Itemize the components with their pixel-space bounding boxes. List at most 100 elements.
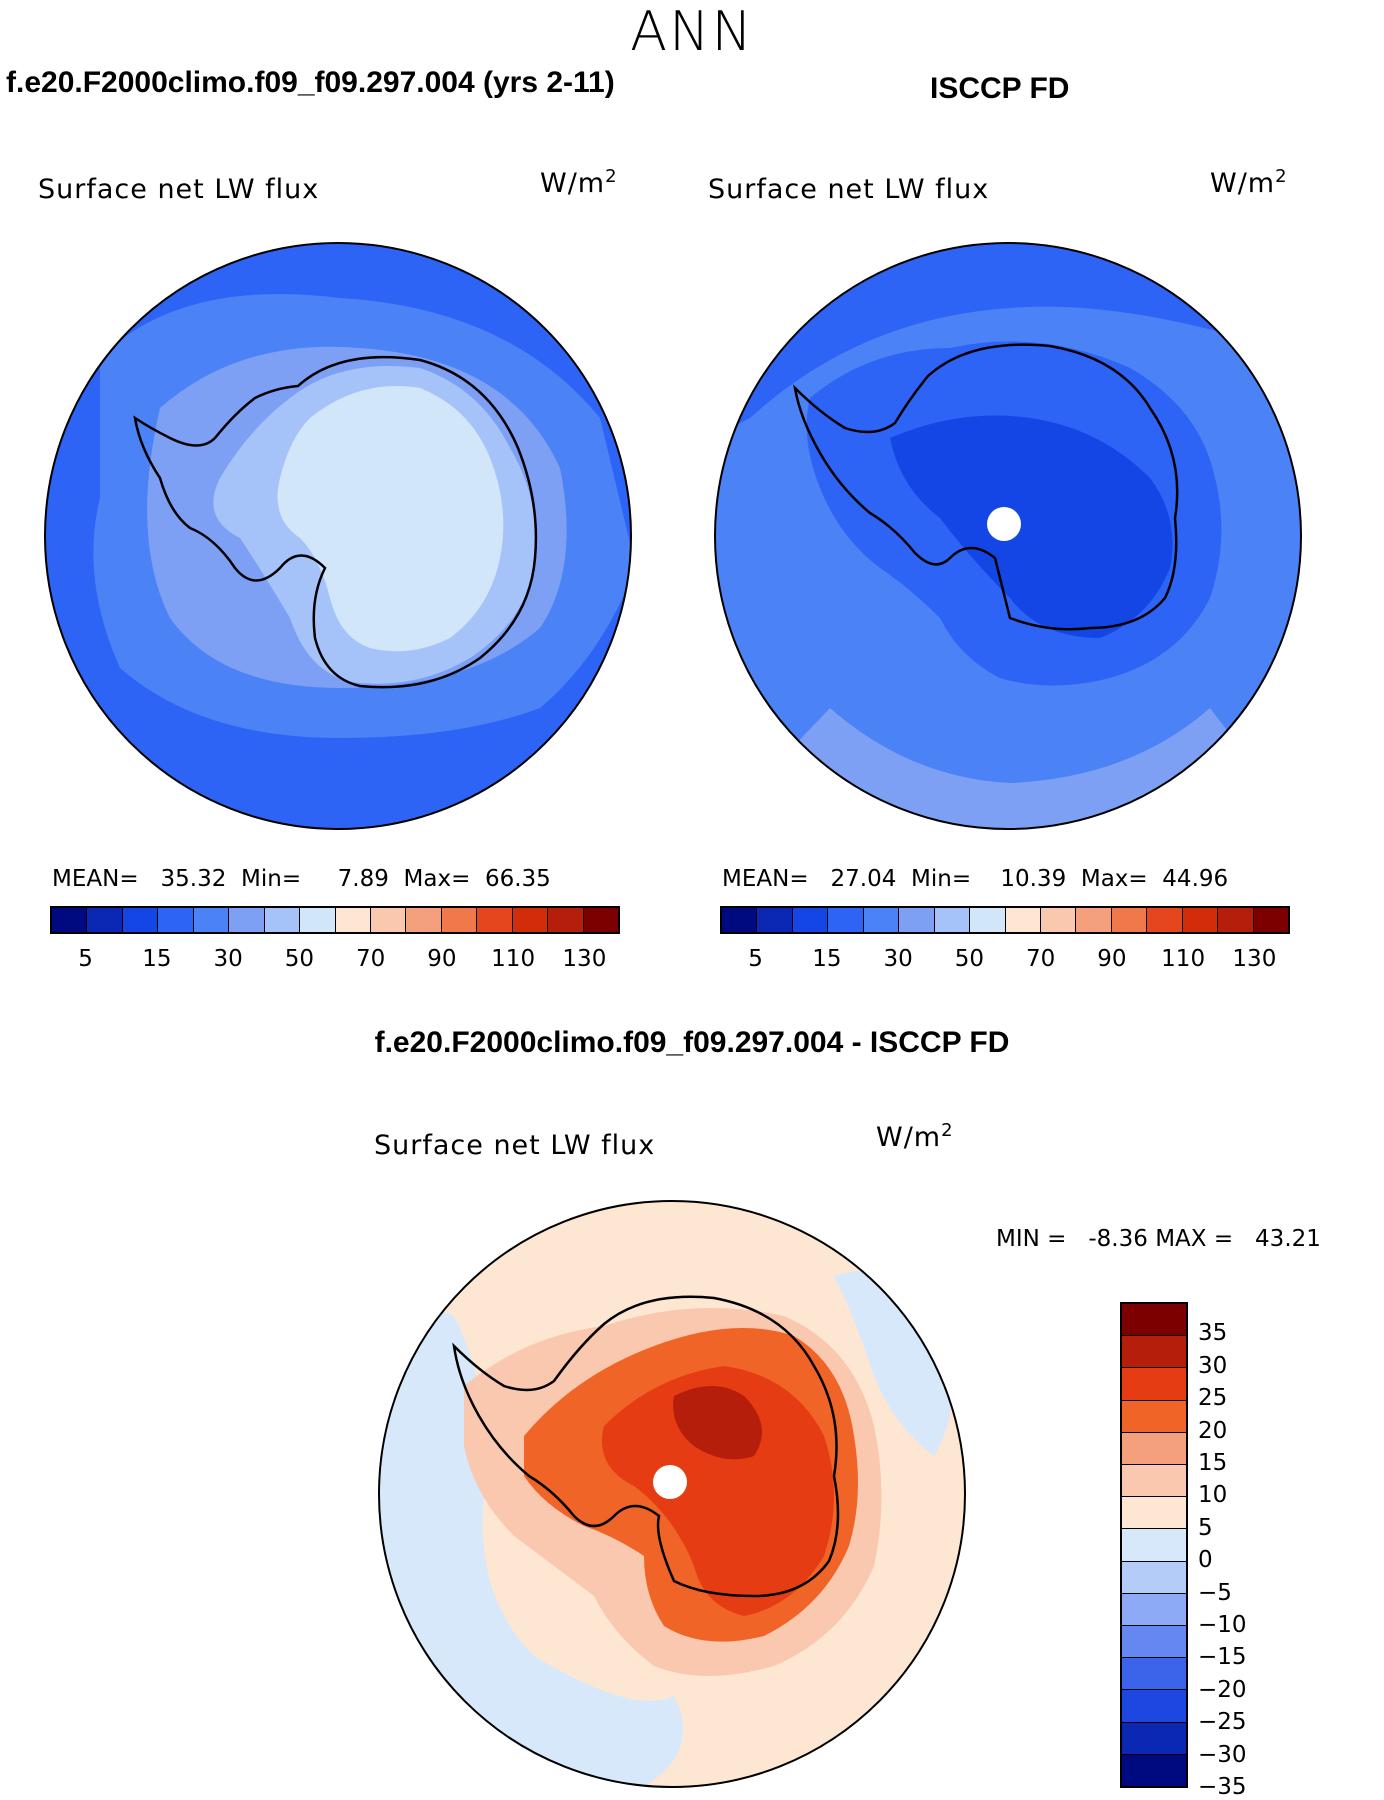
diff-map-border [378,1200,966,1788]
diff-polar-map [378,1200,966,1788]
model-case-title: f.e20.F2000climo.f09_f09.297.004 (yrs 2-… [6,66,615,99]
diff-colorbar-tick-label: −15 [1198,1644,1247,1671]
diff-stats: MIN = -8.36 MAX = 43.21 [996,1226,1321,1252]
diff-colorbar-tick-label: 25 [1198,1385,1228,1412]
obs-polar-map [714,242,1302,830]
diff-colorbar-swatch [1122,1496,1186,1529]
obs-min-label: Min= [911,866,972,892]
model-colorbar-swatch [369,908,406,932]
obs-colorbar-swatch [933,908,970,932]
model-max-value: 66.35 [484,866,551,892]
obs-colorbar-ticks: 5 15 30 50 70 90 110 130 [720,946,1290,976]
diff-colorbar-tick-label: −5 [1198,1579,1232,1606]
obs-units-exp: 2 [1275,166,1288,187]
model-colorbar-swatch [334,908,370,932]
diff-colorbar-swatch [1122,1399,1186,1432]
obs-colorbar-swatch [898,908,934,932]
obs-colorbar-swatch [1075,908,1111,932]
obs-pole-hole [987,507,1021,541]
obs-colorbar-swatch [1217,908,1253,932]
obs-ocean-deep-north [715,243,1301,438]
diff-colorbar-swatch [1122,1304,1186,1336]
diff-antarctica-high [602,1366,834,1616]
model-colorbar-swatch [299,908,335,932]
diff-colorbar-tick-label: −20 [1198,1676,1247,1703]
model-stats: MEAN= 35.32 Min= 7.89 Max= 66.35 [52,866,551,892]
model-colorbar-swatch [476,908,512,932]
obs-colorbar-tick-label: 15 [812,946,842,972]
obs-colorbar-swatch [756,908,792,932]
model-colorbar-swatch [192,908,229,932]
diff-colorbar-tick-label: 0 [1198,1547,1213,1574]
diff-case-title: f.e20.F2000climo.f09_f09.297.004 - ISCCP… [374,1026,1010,1059]
diff-min-value: -8.36 [1088,1226,1148,1252]
model-colorbar-swatch [440,908,477,932]
diff-pole-hole [653,1465,687,1499]
model-min-label: Min= [241,866,302,892]
obs-colorbar-tick-label: 70 [1025,946,1056,972]
obs-mean-value: 27.04 [830,866,897,892]
obs-colorbar-swatch [1110,908,1147,932]
model-colorbar-swatch [263,908,300,932]
model-colorbar-tick-label: 70 [355,946,386,972]
diff-colorbar [1120,1302,1188,1788]
model-units-base: W/m [540,168,606,199]
obs-variable-label: Surface net LW flux [708,174,990,205]
diff-colorbar-swatch [1122,1431,1186,1465]
model-colorbar-tick-label: 5 [78,946,93,972]
model-colorbar-swatch [405,908,441,932]
model-colorbar-tick-label: 30 [213,946,243,972]
obs-units: W/m2 [1210,166,1288,199]
obs-map-border [714,242,1302,830]
obs-colorbar-swatch [1146,908,1182,932]
model-colorbar [50,906,620,934]
diff-antarctica-peak [673,1386,762,1460]
model-mean-value: 35.32 [160,866,227,892]
obs-colorbar-tick-label: 110 [1161,946,1206,972]
obs-colorbar-swatch [969,908,1005,932]
diff-colorbar-tick-label: −30 [1198,1741,1247,1768]
diff-colorbar-swatch [1122,1753,1186,1787]
obs-colorbar-tick-label: 5 [748,946,763,972]
diff-colorbar-swatch [1122,1367,1186,1400]
diff-colorbar-tick-label: −10 [1198,1612,1247,1638]
model-antarctica-pale [277,386,504,652]
obs-coastline [793,343,1179,631]
obs-colorbar-swatch [1039,908,1076,932]
model-colorbar-swatch [121,908,158,932]
diff-colorbar-swatch [1122,1721,1186,1754]
model-colorbar-swatch [582,908,618,932]
model-colorbar-swatch [228,908,264,932]
obs-colorbar-swatch [827,908,863,932]
model-units-exp: 2 [605,166,618,187]
model-mean-label: MEAN= [52,866,139,892]
model-colorbar-ticks: 5 15 30 50 70 90 110 130 [50,946,620,976]
diff-colorbar-tick-label: 15 [1198,1450,1228,1476]
model-map-border [44,242,632,830]
diff-colorbar-tick-label: 5 [1198,1514,1213,1541]
model-colorbar-swatch [86,908,122,932]
obs-mean-label: MEAN= [722,866,809,892]
obs-units-base: W/m [1210,168,1276,199]
diff-colorbar-swatch [1122,1335,1186,1368]
obs-colorbar-swatch [1004,908,1040,932]
obs-colorbar-tick-label: 90 [1097,946,1127,972]
model-max-label: Max= [403,866,471,892]
model-coastline [133,355,538,689]
diff-colorbar-swatch [1122,1657,1186,1690]
diff-variable-label: Surface net LW flux [374,1130,656,1161]
diff-colorbar-swatch [1122,1560,1186,1593]
obs-max-label: Max= [1080,866,1148,892]
diff-colorbar-swatch [1122,1625,1186,1658]
obs-colorbar-swatch [862,908,899,932]
model-colorbar-tick-label: 130 [562,946,607,972]
diff-colorbar-tick-label: 10 [1198,1482,1228,1509]
diff-colorbar-tick-label: −25 [1198,1709,1247,1736]
obs-colorbar-swatch [722,908,757,932]
model-polar-map [44,242,632,830]
diff-colorbar-tick-label: 35 [1198,1320,1228,1347]
obs-colorbar-tick-label: 30 [883,946,913,972]
diff-colorbar-swatch [1122,1689,1186,1722]
obs-max-value: 44.96 [1162,866,1229,892]
season-title: ANN [630,0,754,63]
